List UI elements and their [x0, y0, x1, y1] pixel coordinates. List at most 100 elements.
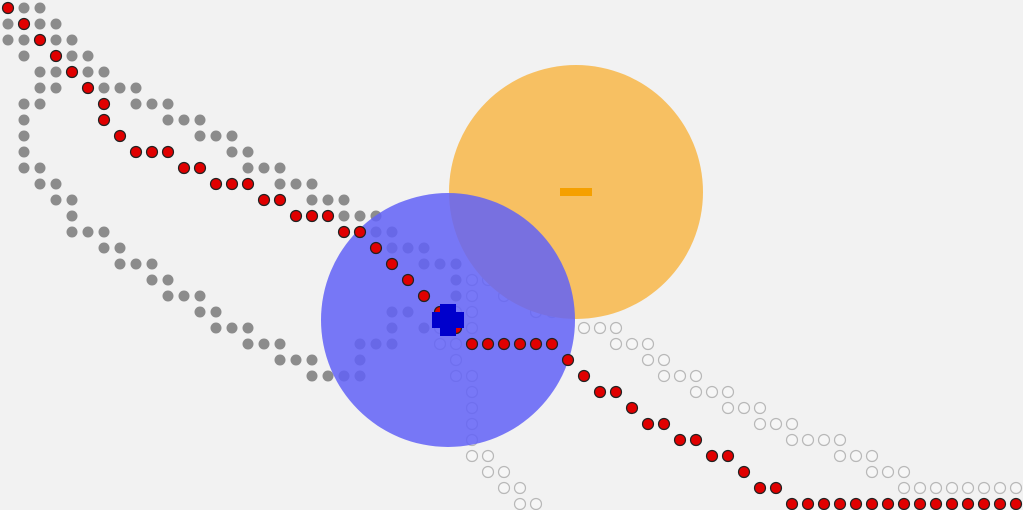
gray-dot — [290, 354, 302, 366]
red-dot — [881, 497, 895, 510]
red-dot — [577, 369, 591, 383]
gray-dot — [66, 50, 78, 62]
gray-dot — [194, 290, 206, 302]
red-dot — [993, 497, 1007, 510]
gray-dot — [194, 130, 206, 142]
outline-dot — [593, 321, 607, 335]
gray-dot — [18, 98, 30, 110]
gray-dot — [18, 162, 30, 174]
red-dot — [417, 289, 431, 303]
outline-dot — [945, 481, 959, 495]
gray-dot — [2, 18, 14, 30]
outline-dot — [961, 481, 975, 495]
gray-dot — [18, 2, 30, 14]
gray-dot — [82, 66, 94, 78]
gray-dot — [50, 18, 62, 30]
red-dot — [673, 433, 687, 447]
red-dot — [1, 1, 15, 15]
outline-dot — [977, 481, 991, 495]
red-dot — [641, 417, 655, 431]
red-dot — [129, 145, 143, 159]
outline-dot — [913, 481, 927, 495]
outline-dot — [705, 385, 719, 399]
gray-dot — [226, 146, 238, 158]
outline-dot — [609, 337, 623, 351]
gray-dot — [50, 82, 62, 94]
red-dot — [961, 497, 975, 510]
outline-dot — [513, 481, 527, 495]
gray-dot — [210, 130, 222, 142]
outline-dot — [465, 449, 479, 463]
red-dot — [721, 449, 735, 463]
gray-dot — [82, 50, 94, 62]
gray-dot — [114, 82, 126, 94]
gray-dot — [242, 338, 254, 350]
red-dot — [849, 497, 863, 510]
gray-dot — [130, 258, 142, 270]
gray-dot — [18, 34, 30, 46]
gray-dot — [50, 66, 62, 78]
outline-dot — [481, 449, 495, 463]
outline-dot — [497, 481, 511, 495]
gray-dot — [162, 114, 174, 126]
red-dot — [609, 385, 623, 399]
gray-dot — [274, 338, 286, 350]
orange-target-marker[interactable] — [560, 188, 592, 196]
outline-dot — [673, 369, 687, 383]
red-dot — [401, 273, 415, 287]
gray-dot — [34, 18, 46, 30]
red-dot — [145, 145, 159, 159]
outline-dot — [609, 321, 623, 335]
outline-dot — [833, 433, 847, 447]
red-dot — [689, 433, 703, 447]
gray-dot — [226, 322, 238, 334]
outline-dot — [881, 465, 895, 479]
gray-dot — [98, 226, 110, 238]
red-dot — [929, 497, 943, 510]
gray-dot — [258, 162, 270, 174]
gray-dot — [258, 338, 270, 350]
red-dot — [865, 497, 879, 510]
red-dot — [65, 65, 79, 79]
outline-dot — [657, 369, 671, 383]
red-dot — [177, 161, 191, 175]
red-dot — [161, 145, 175, 159]
red-dot — [289, 209, 303, 223]
gray-dot — [98, 242, 110, 254]
outline-dot — [897, 465, 911, 479]
outline-dot — [1009, 481, 1023, 495]
outline-dot — [513, 497, 527, 510]
red-dot — [897, 497, 911, 510]
gray-dot — [50, 178, 62, 190]
red-dot — [369, 241, 383, 255]
outline-dot — [657, 353, 671, 367]
red-dot — [33, 33, 47, 47]
outline-dot — [993, 481, 1007, 495]
outline-dot — [785, 433, 799, 447]
red-dot — [769, 481, 783, 495]
gray-dot — [2, 34, 14, 46]
red-dot — [801, 497, 815, 510]
gray-dot — [242, 146, 254, 158]
gray-dot — [162, 98, 174, 110]
outline-dot — [497, 465, 511, 479]
outline-dot — [721, 401, 735, 415]
gray-dot — [194, 306, 206, 318]
gray-dot — [306, 178, 318, 190]
gray-dot — [274, 162, 286, 174]
outline-dot — [641, 337, 655, 351]
gray-dot — [322, 194, 334, 206]
red-dot — [49, 49, 63, 63]
red-dot — [945, 497, 959, 510]
gray-dot — [98, 82, 110, 94]
gray-dot — [18, 130, 30, 142]
gray-dot — [34, 98, 46, 110]
gray-dot — [66, 194, 78, 206]
gray-dot — [66, 210, 78, 222]
player-cross-marker[interactable] — [432, 304, 464, 336]
gray-dot — [274, 354, 286, 366]
red-dot — [977, 497, 991, 510]
outline-dot — [769, 417, 783, 431]
gray-dot — [18, 146, 30, 158]
